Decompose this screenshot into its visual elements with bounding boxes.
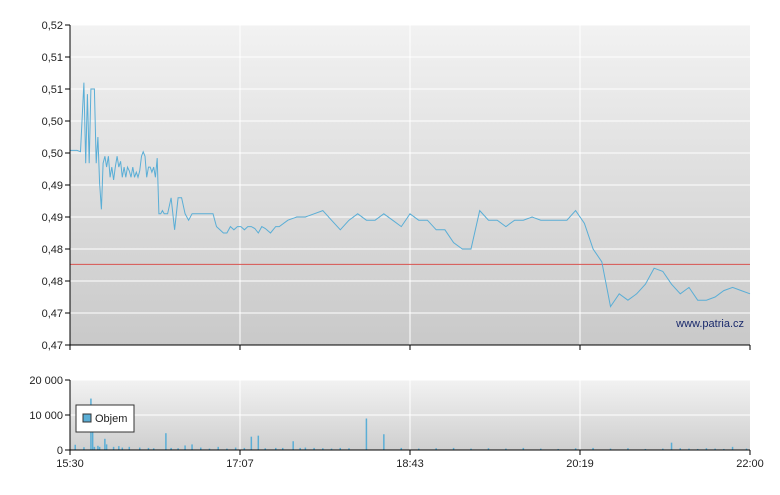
- volume-bar: [292, 441, 294, 450]
- volume-bar: [662, 448, 664, 450]
- volume-bar: [104, 438, 106, 450]
- volume-bar: [217, 446, 219, 450]
- volume-bar: [264, 448, 267, 450]
- volume-x-tick-labels: 15:30 17:07 18:43 20:19 22:00: [56, 450, 764, 470]
- volume-bar: [670, 442, 673, 450]
- volume-bar: [121, 447, 124, 450]
- price-y-tick-label: 0,51: [42, 52, 63, 64]
- volume-bar: [609, 448, 612, 450]
- volume-bar: [170, 447, 172, 450]
- volume-bar: [105, 444, 108, 450]
- volume-bar: [97, 445, 99, 450]
- volume-bar: [281, 447, 284, 450]
- volume-bar: [147, 447, 150, 450]
- volume-y-tick-label: 20 000: [29, 375, 63, 387]
- volume-bar: [91, 420, 94, 450]
- volume-bar: [226, 448, 228, 450]
- volume-bar: [138, 447, 141, 450]
- volume-bar: [177, 448, 179, 450]
- price-y-tick-label: 0,50: [42, 116, 63, 128]
- volume-bar: [250, 436, 253, 450]
- volume-bar: [644, 448, 647, 450]
- volume-legend: Objem: [75, 404, 135, 433]
- price-x-tick-marks: [69, 345, 751, 350]
- volume-bar: [348, 448, 350, 450]
- price-y-tick-label: 0,50: [42, 148, 63, 160]
- volume-bar: [417, 448, 420, 450]
- volume-bar: [98, 446, 101, 450]
- price-plot: 0,52 0,51 0,51 0,50 0,50 0,49 0,49 0,48 0,48 0,47…: [42, 20, 751, 352]
- price-y-tick-label: 0,47: [42, 308, 63, 320]
- volume-bar: [540, 448, 542, 450]
- volume-bar: [365, 418, 368, 450]
- volume-bar: [118, 446, 120, 450]
- price-y-tick-label: 0,49: [42, 180, 63, 192]
- volume-bar: [723, 448, 725, 450]
- x-tick-label: 22:00: [736, 458, 764, 470]
- volume-bar: [322, 448, 324, 450]
- x-tick-label: 20:19: [566, 458, 594, 470]
- volume-bar: [452, 447, 455, 450]
- x-tick-label: 17:07: [226, 458, 254, 470]
- volume-bar: [400, 447, 403, 450]
- price-y-tick-label: 0,48: [42, 276, 63, 288]
- volume-bar: [592, 447, 594, 450]
- volume-bar: [574, 448, 577, 450]
- price-y-tick-label: 0,51: [42, 84, 63, 96]
- volume-bar: [688, 448, 690, 450]
- volume-bar: [731, 446, 734, 450]
- volume-bar: [208, 448, 211, 450]
- volume-bar: [152, 448, 155, 450]
- price-y-tick-labels: 0,52 0,51 0,51 0,50 0,50 0,49 0,49 0,48 0,48 0,47…: [42, 20, 70, 352]
- volume-bar: [128, 446, 131, 450]
- volume-bar: [304, 447, 307, 450]
- legend-label: Objem: [95, 413, 127, 425]
- volume-y-tick-label: 0: [57, 445, 63, 457]
- volume-bar: [234, 447, 237, 450]
- volume-bar: [112, 446, 115, 450]
- volume-gridlines: [70, 379, 750, 450]
- volume-y-tick-label: 10 000: [29, 410, 63, 422]
- volume-bar: [191, 444, 193, 450]
- volume-bar: [505, 448, 507, 450]
- volume-bar: [435, 448, 437, 450]
- volume-bar: [299, 447, 301, 450]
- volume-bar: [627, 448, 629, 450]
- price-y-tick-label: 0,47: [42, 340, 63, 352]
- volume-bar: [339, 447, 342, 450]
- volume-y-tick-labels: 20 000 10 000 0: [29, 375, 70, 457]
- volume-bar: [470, 448, 472, 450]
- x-tick-label: 15:30: [56, 458, 84, 470]
- volume-bar: [522, 447, 525, 450]
- volume-bar: [200, 447, 202, 450]
- volume-bar: [557, 448, 559, 450]
- price-y-tick-label: 0,48: [42, 244, 63, 256]
- price-y-tick-label: 0,49: [42, 212, 63, 224]
- volume-bar: [705, 448, 708, 450]
- volume-bar: [745, 448, 748, 450]
- legend-swatch: [82, 413, 92, 423]
- volume-bar: [487, 448, 490, 450]
- volume-bar: [313, 447, 315, 450]
- volume-bar: [93, 446, 96, 450]
- volume-bar: [74, 444, 76, 450]
- price-series-line: [70, 82, 751, 308]
- volume-bar: [257, 435, 260, 450]
- volume-bar: [679, 448, 682, 450]
- price-y-tick-label: 0,52: [42, 20, 63, 32]
- volume-bar: [714, 448, 716, 450]
- volume-bar: [383, 434, 385, 450]
- volume-bar: [330, 448, 333, 450]
- volume-bar: [184, 445, 186, 450]
- watermark-text: www.patria.cz: [675, 318, 744, 330]
- volume-bar: [243, 447, 246, 450]
- x-tick-label: 18:43: [396, 458, 424, 470]
- volume-bar: [274, 447, 277, 450]
- volume-bar: [696, 448, 699, 450]
- volume-bar: [83, 447, 85, 450]
- volume-bar: [165, 433, 167, 450]
